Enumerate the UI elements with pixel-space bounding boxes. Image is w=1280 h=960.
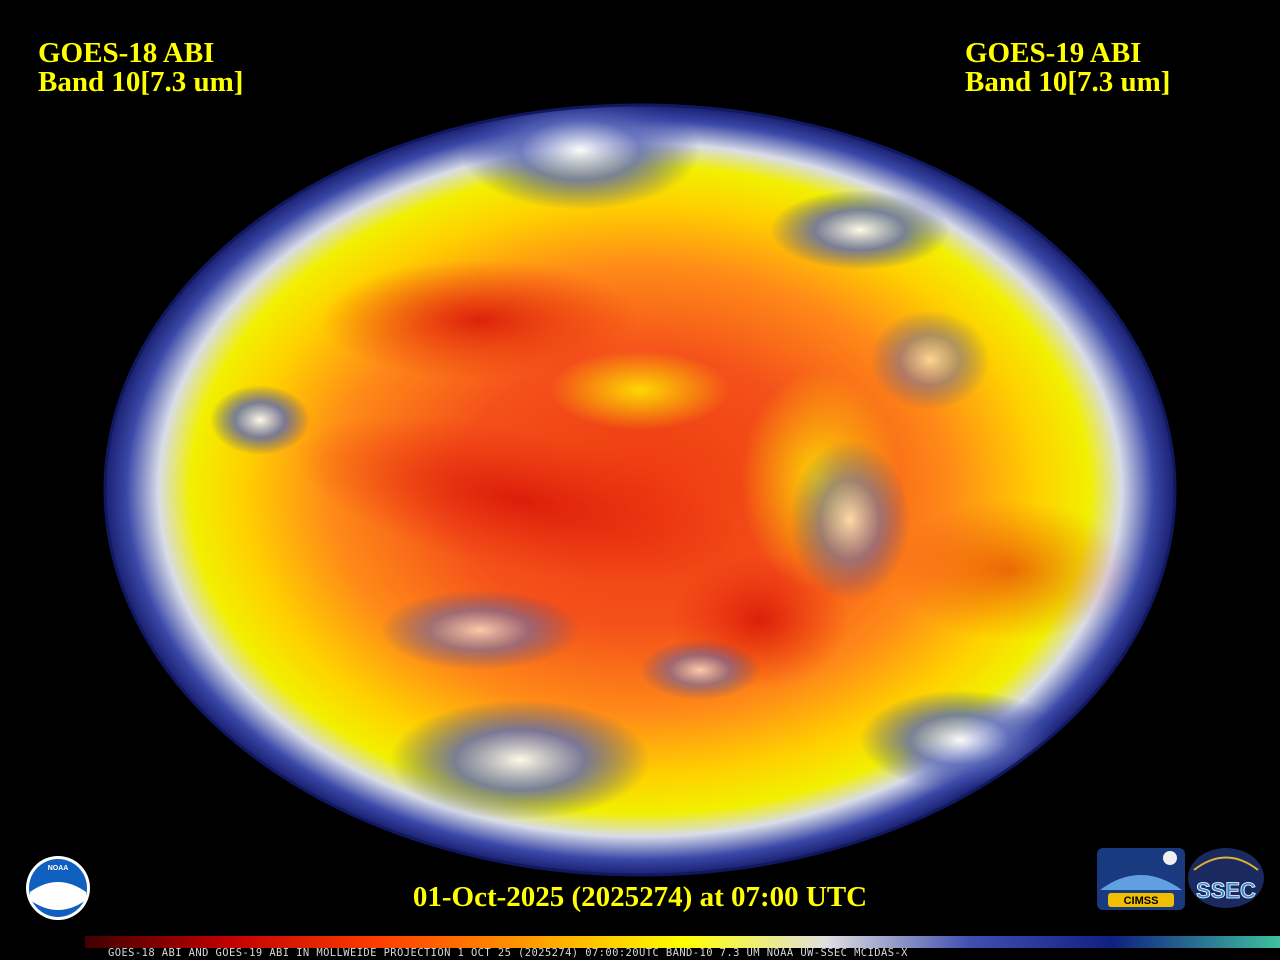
timestamp: 01-Oct-2025 (2025274) at 07:00 UTC xyxy=(413,881,867,913)
noaa-label: NOAA xyxy=(48,865,69,872)
color-bar xyxy=(85,936,1280,948)
caption: GOES-18 ABI AND GOES-19 ABI IN MOLLWEIDE… xyxy=(108,947,908,959)
cimss-label: CIMSS xyxy=(1124,895,1159,907)
noaa-logo: NOAA xyxy=(26,856,90,920)
globe xyxy=(103,103,1177,877)
left-subtitle: Band 10[7.3 um] xyxy=(38,66,243,98)
cimss-logo: CIMSS xyxy=(1097,848,1185,910)
right-title: GOES-19 ABI xyxy=(965,37,1141,69)
weather-features xyxy=(210,105,1130,820)
left-title: GOES-18 ABI xyxy=(38,37,214,69)
ssec-logo: SSEC xyxy=(1188,848,1264,908)
ssec-label: SSEC xyxy=(1196,878,1256,903)
right-subtitle: Band 10[7.3 um] xyxy=(965,66,1170,98)
